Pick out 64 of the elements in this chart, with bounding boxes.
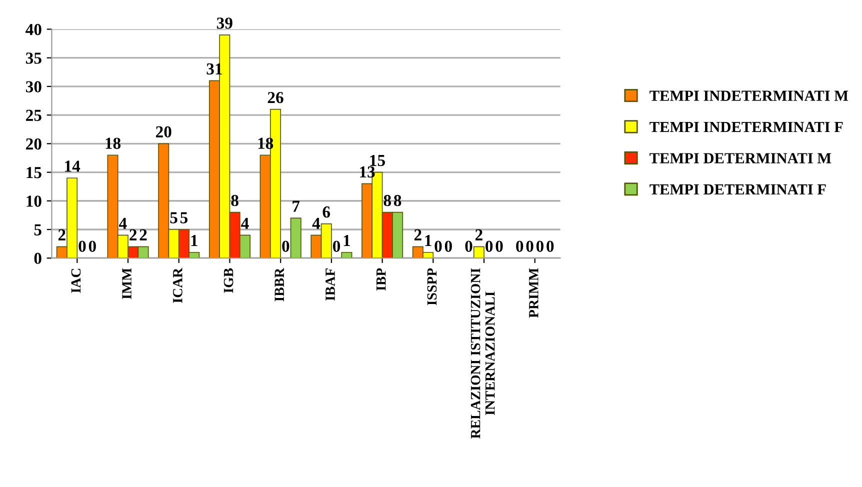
data-label: 5 [170,212,178,224]
data-label: 0 [88,240,96,252]
y-tick-label: 20 [26,138,42,150]
data-label: 18 [106,138,121,149]
y-tick-label: 10 [26,196,42,207]
data-label: 0 [536,240,544,252]
bar [473,246,484,258]
y-tick-label: 5 [34,224,42,236]
x-tick-label: IAC [71,268,81,293]
data-label: 2 [414,229,422,240]
x-tick-label: RELAZIONI ISTITUZIONI INTERNAZIONALI [470,268,495,439]
data-label: 4 [118,218,127,229]
data-label: 0 [465,240,472,252]
data-label: 7 [292,200,300,212]
y-tick-label: 40 [26,24,42,36]
data-label: 6 [322,206,330,218]
x-tick-label: PRIMM [529,268,538,318]
y-tick-label: 30 [26,81,42,92]
data-label: 0 [546,240,554,252]
data-label: 2 [130,229,137,240]
legend-label: TEMPI DETERMINATI M [650,153,832,164]
data-label: 5 [180,212,188,224]
data-label: 1 [425,235,432,246]
data-label: 39 [216,18,232,29]
data-label: 13 [360,166,375,178]
x-tick-label: ICAR [173,268,182,303]
data-label: 2 [140,229,147,240]
data-label: 20 [156,126,172,138]
y-tick-label: 0 [34,252,42,264]
y-tick-label: 35 [26,52,42,64]
data-label: 4 [241,218,249,229]
y-tick-label: 25 [26,110,42,121]
legend-label: TEMPI INDETERMINATI F [650,122,843,132]
x-tick-label: IBP [376,268,386,291]
data-label: 8 [384,194,391,206]
data-label: 0 [496,240,503,252]
bar [341,252,352,258]
data-label: 4 [312,218,320,229]
data-label: 0 [434,240,442,252]
data-label: 0 [486,240,493,252]
data-label: 26 [268,92,284,104]
legend-label: TEMPI INDETERMINATI M [650,90,848,101]
y-tick-label: 15 [26,167,42,178]
data-label: 8 [394,194,402,206]
data-label: 0 [516,240,524,252]
x-tick-label: IMM [122,268,132,299]
x-tick-label: IGB [224,268,234,293]
data-label: 0 [78,240,86,252]
data-label: 8 [231,194,238,206]
data-label: 15 [370,154,385,166]
x-tick-label: IBAF [326,268,335,301]
data-label: 0 [526,240,534,252]
x-tick-label: ISSPP [427,268,437,306]
bar [290,218,302,258]
data-label: 2 [475,229,482,240]
data-label: 1 [191,235,198,246]
data-label: 14 [65,160,80,172]
data-label: 0 [282,240,290,252]
legend-label: TEMPI DETERMINATI F [650,184,826,194]
data-label: 0 [332,240,340,252]
data-label: 2 [58,229,66,240]
x-tick-label: IBBR [274,268,284,302]
data-label: 1 [344,235,350,246]
data-label: 0 [444,240,452,252]
